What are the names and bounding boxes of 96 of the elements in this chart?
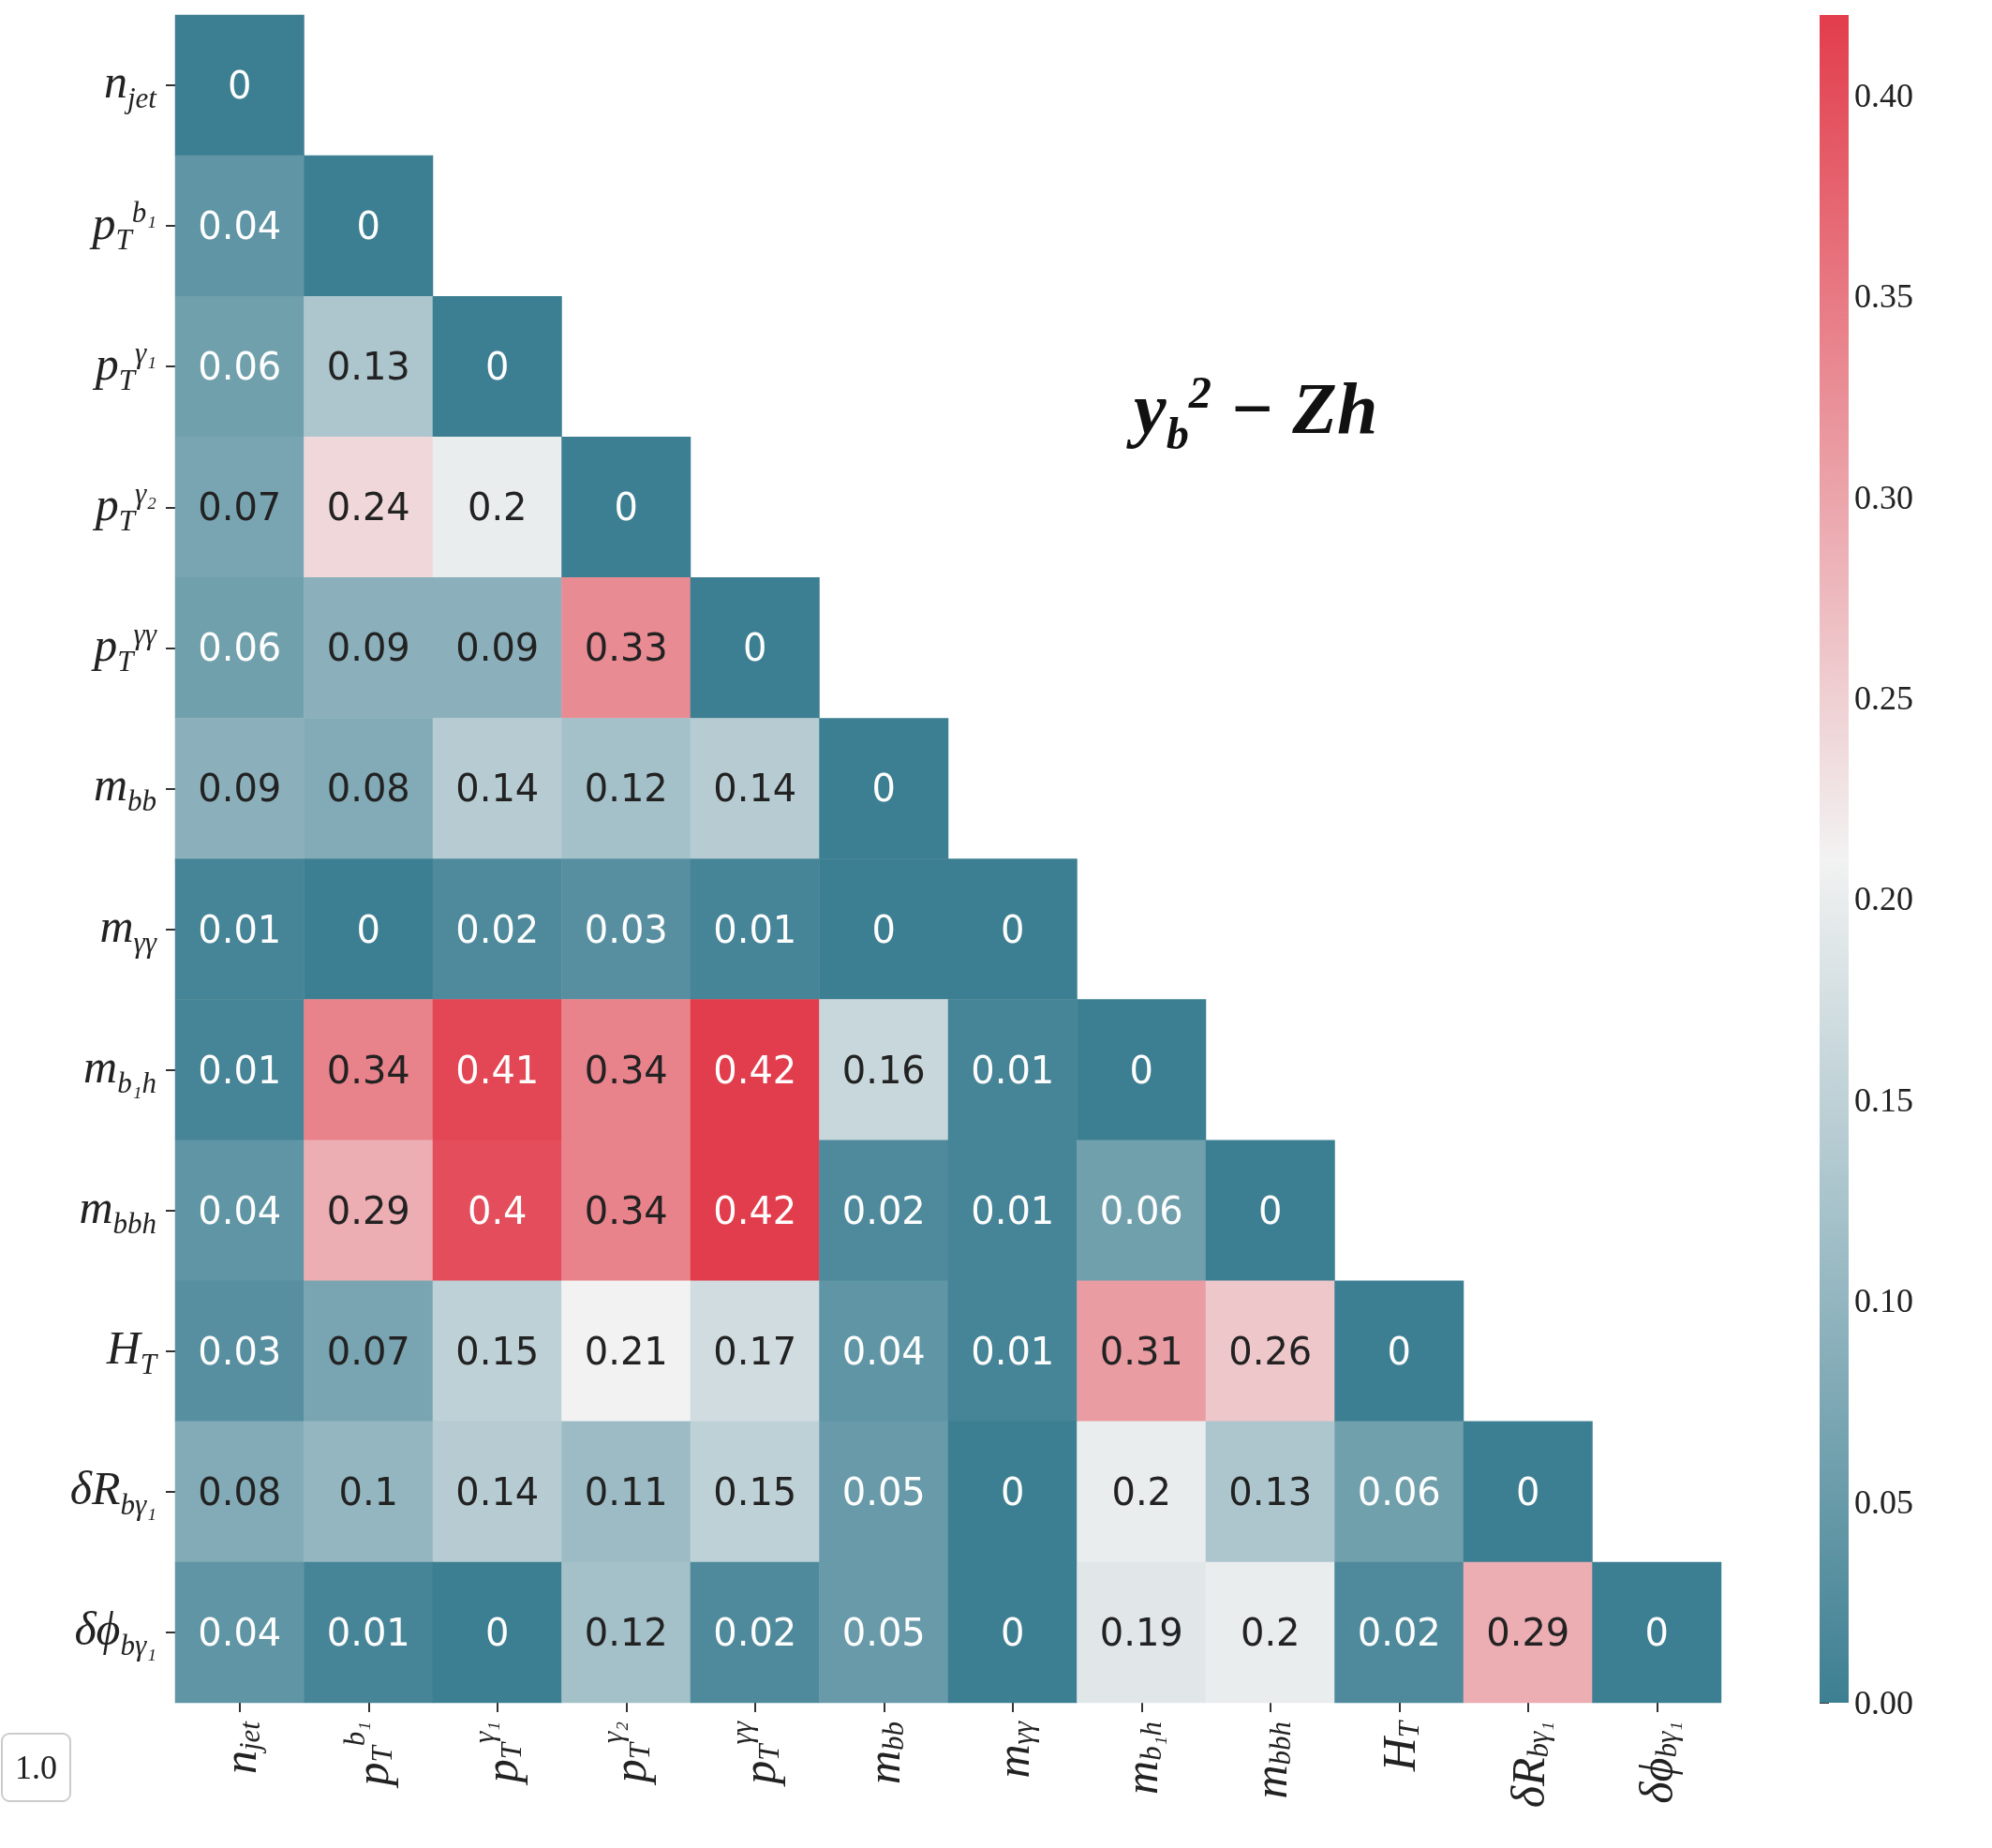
data-label: 0.31: [1099, 1329, 1183, 1373]
data-label: 0.01: [971, 1048, 1055, 1092]
data-label: 0.41: [455, 1048, 540, 1092]
color-bar-label: 0.30: [1854, 478, 1913, 516]
color-bar-label: 0.05: [1854, 1483, 1913, 1521]
data-label: 0.14: [455, 767, 540, 811]
data-label: 0.01: [198, 907, 282, 951]
data-label: 0.29: [1486, 1610, 1570, 1654]
data-label: 0: [871, 767, 896, 811]
y-tick-label: m$_{b₁h}$: [83, 1039, 156, 1099]
data-label: 0.03: [584, 907, 668, 951]
data-label: 0.34: [584, 1048, 668, 1092]
data-label: 0.04: [841, 1329, 926, 1373]
data-label: 0.21: [584, 1329, 668, 1373]
data-label: 0.05: [841, 1610, 926, 1654]
data-label: 0.07: [198, 485, 282, 529]
y-tick-label: H$_{T}$: [106, 1320, 156, 1380]
data-label: 0.02: [713, 1610, 797, 1654]
y-tick-label: δϕ$_{bγ₁}$: [74, 1602, 156, 1662]
data-label: 0.19: [1099, 1610, 1183, 1654]
y-tick-label: m$_{γγ}$: [99, 899, 156, 959]
data-label: 0: [1258, 1188, 1283, 1232]
data-label: 0.13: [326, 345, 410, 389]
data-label: 0.09: [198, 767, 282, 811]
data-label: 0.05: [841, 1469, 926, 1513]
color-bar-label: 0.40: [1854, 76, 1913, 114]
data-label: 0.34: [584, 1188, 668, 1232]
data-label: 0.29: [326, 1188, 410, 1232]
color-bar-label: 0.15: [1854, 1080, 1913, 1119]
data-label: 0.15: [713, 1469, 797, 1513]
y-tick-label: n$_{jet}$: [104, 55, 156, 115]
y-tick-label: m$_{bbh}$: [79, 1180, 156, 1240]
data-label: 0: [485, 345, 510, 389]
data-label: 0.02: [455, 907, 540, 951]
data-label: 0: [1387, 1329, 1411, 1373]
data-label: 0: [1001, 1610, 1025, 1654]
data-label: 0: [356, 907, 380, 951]
y-tick-label: m$_{bb}$: [93, 758, 156, 818]
data-label: 0.06: [198, 345, 282, 389]
y-tick-label: δR$_{bγ₁}$: [69, 1461, 156, 1521]
data-label: 0.08: [198, 1469, 282, 1513]
data-label: 0.13: [1228, 1469, 1313, 1513]
data-label: 0.04: [198, 1610, 282, 1654]
data-label: 0.16: [841, 1048, 926, 1092]
data-label: 0.01: [971, 1329, 1055, 1373]
data-label: 0.08: [326, 767, 410, 811]
color-bar-label: 0.10: [1854, 1282, 1913, 1320]
data-label: 0.2: [1240, 1610, 1301, 1654]
data-label: 0: [1644, 1610, 1669, 1654]
data-label: 0.01: [971, 1188, 1055, 1232]
data-label: 0: [485, 1610, 510, 1654]
data-label: 0: [1516, 1469, 1540, 1513]
data-label: 0.17: [713, 1329, 797, 1373]
data-label: 0.2: [1111, 1469, 1172, 1513]
data-label: 0.06: [198, 626, 282, 670]
data-label: 0.14: [455, 1469, 540, 1513]
data-label: 0.15: [455, 1329, 540, 1373]
data-label: 0.14: [713, 767, 797, 811]
data-label: 0: [1001, 907, 1025, 951]
data-label: 0: [356, 204, 380, 248]
data-label: 0: [228, 64, 252, 108]
data-label: 0.04: [198, 1188, 282, 1232]
data-label: 0.06: [1357, 1469, 1441, 1513]
data-label: 0.42: [713, 1048, 797, 1092]
color-bar-label: 0.20: [1854, 880, 1913, 918]
text: 1.0: [15, 1749, 57, 1786]
data-label: 0.12: [584, 767, 668, 811]
data-label: 0.4: [467, 1188, 528, 1232]
data-label: 0: [1129, 1048, 1153, 1092]
data-label: 0.11: [584, 1469, 668, 1513]
data-label: 0.02: [841, 1188, 926, 1232]
data-label: 0: [871, 907, 896, 951]
data-label: 0.33: [584, 626, 668, 670]
data-label: 0.12: [584, 1610, 668, 1654]
data-label: 0.06: [1099, 1188, 1183, 1232]
color-bar-label: 0.25: [1854, 678, 1913, 717]
data-label: 0.01: [326, 1610, 410, 1654]
color-bar-label: 0.00: [1854, 1684, 1913, 1721]
data-label: 0.07: [326, 1329, 410, 1373]
data-label: 0.09: [455, 626, 540, 670]
data-label: 0.24: [326, 485, 410, 529]
data-label: 0.02: [1357, 1610, 1441, 1654]
data-label: 0: [743, 626, 767, 670]
data-label: 0.1: [338, 1469, 399, 1513]
data-label: 0.42: [713, 1188, 797, 1232]
color-bar-label: 0.35: [1854, 277, 1913, 316]
data-label: 0.04: [198, 204, 282, 248]
data-label: 0.01: [198, 1048, 282, 1092]
data-label: 0.26: [1228, 1329, 1313, 1373]
data-label: 0.34: [326, 1048, 410, 1092]
data-label: 0.09: [326, 626, 410, 670]
data-label: 0.01: [713, 907, 797, 951]
data-label: 0.03: [198, 1329, 282, 1373]
data-label: 0.2: [467, 485, 528, 529]
data-label: 0: [614, 485, 638, 529]
data-label: 0: [1001, 1469, 1025, 1513]
